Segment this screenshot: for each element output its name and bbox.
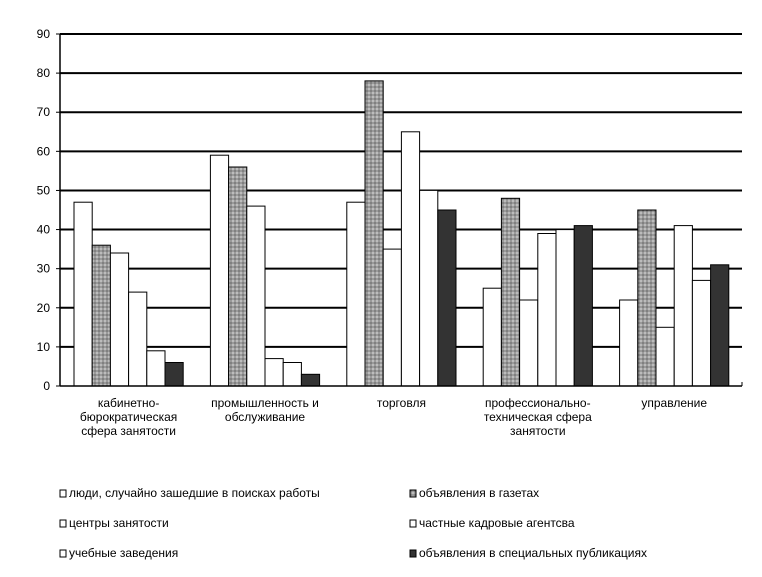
bar-4-2 <box>264 358 284 387</box>
legend: люди, случайно зашедшие в поисках работы… <box>59 486 647 560</box>
legend-label: частные кадровые агентсва <box>419 516 575 530</box>
bar-5-5 <box>691 279 712 387</box>
bar-4-4 <box>537 233 557 387</box>
y-tick-label: 60 <box>37 144 51 158</box>
y-tick-label: 90 <box>37 27 51 41</box>
y-tick-label: 30 <box>37 262 51 276</box>
y-tick-labels: 0 10 20 30 40 50 60 70 80 90 <box>37 27 51 393</box>
bar-3-4 <box>519 299 539 387</box>
legend-swatch <box>59 549 67 558</box>
legend-swatch <box>409 489 417 498</box>
bar-6-3 <box>437 209 457 387</box>
legend-label: объявления в газетах <box>419 486 539 500</box>
bar-2-5 <box>637 209 657 387</box>
bar-3-2 <box>246 205 266 387</box>
y-tick-label: 10 <box>37 340 51 354</box>
y-tick-label: 70 <box>37 105 51 119</box>
bar-2-3 <box>364 80 384 387</box>
bar-3-1 <box>109 252 130 387</box>
legend-swatch <box>409 519 417 528</box>
category-label: торговля <box>377 396 426 410</box>
bar-2-4 <box>500 197 521 387</box>
category-label: кабинетно-бюрократическая сфера занятости <box>80 396 177 438</box>
category-label: управление <box>641 396 707 410</box>
category-labels: кабинетно-бюрократическая сфера занятости… <box>80 396 707 438</box>
bar-6-1 <box>164 362 184 387</box>
bar-3-5 <box>655 326 675 387</box>
category-label: промышленность и обслуживание <box>211 396 319 424</box>
y-tick-label: 80 <box>37 66 51 80</box>
bar-2-2 <box>228 166 248 387</box>
bar-1-4 <box>482 287 502 387</box>
legend-label: центры занятости <box>69 516 169 530</box>
category-label: профессионально-техническая сфера занятос… <box>484 396 592 438</box>
y-tick-label: 0 <box>43 379 50 393</box>
bar-2-1 <box>91 244 111 387</box>
legend-swatch <box>409 549 417 558</box>
bar-6-5 <box>710 264 730 387</box>
bar-4-1 <box>128 291 148 387</box>
bar-5-1 <box>146 350 166 387</box>
legend-swatch <box>59 519 67 528</box>
bar-1-5 <box>619 299 639 387</box>
bar-5-2 <box>282 362 302 387</box>
bar-1-1 <box>73 201 93 387</box>
bar-6-2 <box>300 373 321 387</box>
axes <box>56 33 743 387</box>
bar-4-3 <box>400 131 421 387</box>
y-tick-label: 50 <box>37 183 51 197</box>
bar-5-3 <box>419 189 439 387</box>
bar-5-4 <box>555 229 575 387</box>
legend-label: люди, случайно зашедшие в поисках работы <box>69 486 320 500</box>
bar-1-3 <box>346 201 366 387</box>
bars <box>73 80 730 387</box>
legend-label: объявления в специальных публикациях <box>419 546 647 560</box>
bar-6-4 <box>573 225 593 387</box>
bar-1-2 <box>209 154 230 387</box>
y-tick-label: 40 <box>37 223 51 237</box>
y-tick-label: 20 <box>37 301 51 315</box>
legend-label: учебные заведения <box>69 546 178 560</box>
legend-swatch <box>59 489 67 498</box>
bar-3-3 <box>382 248 402 387</box>
bar-4-5 <box>673 225 693 387</box>
